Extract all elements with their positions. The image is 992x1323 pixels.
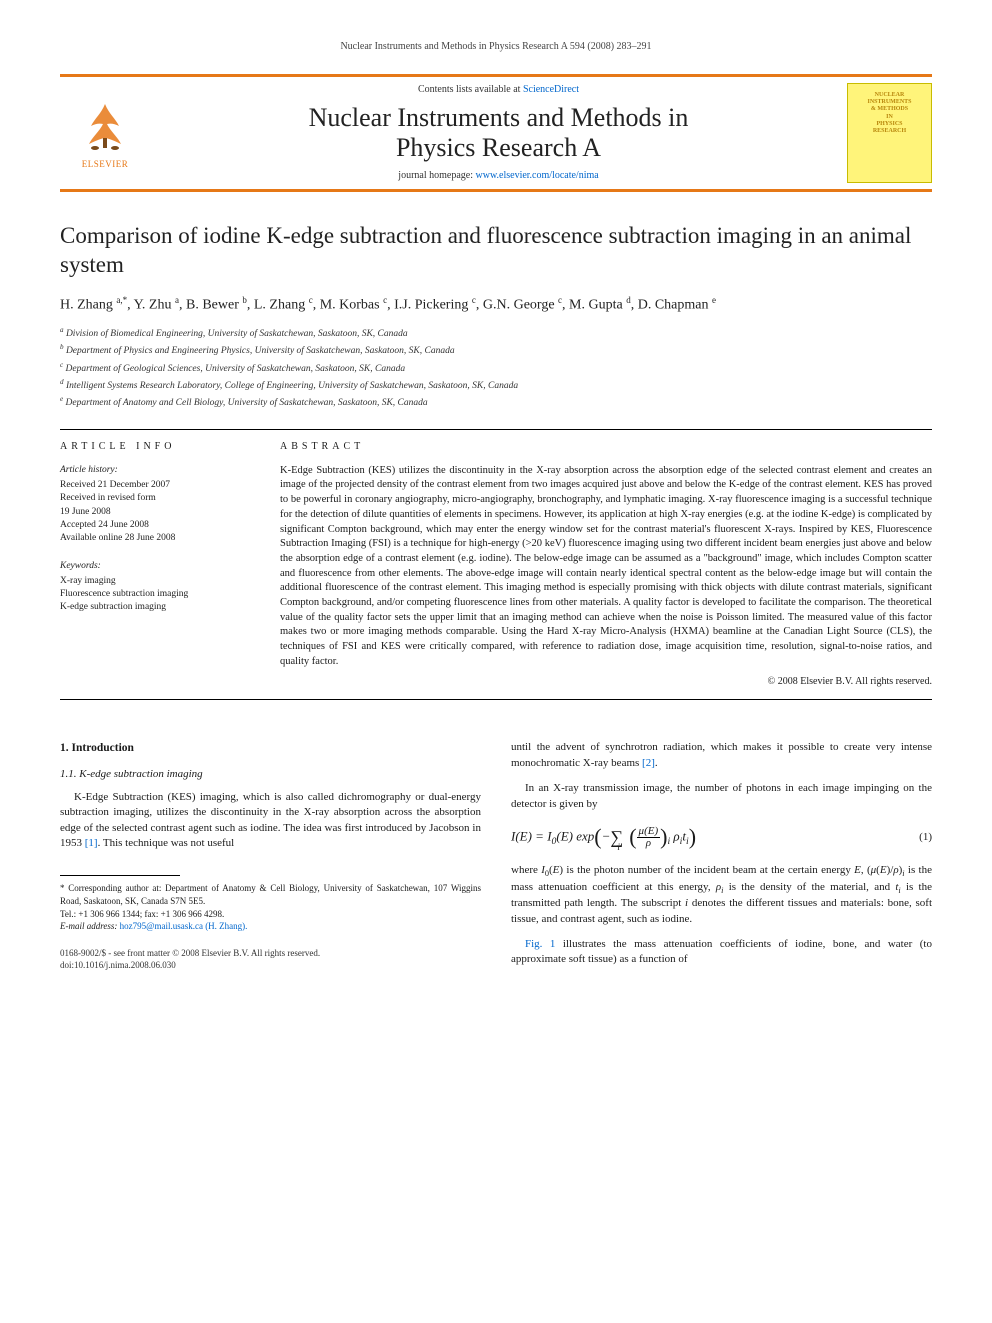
article-info-heading: ARTICLE INFO	[60, 440, 250, 454]
article-info: ARTICLE INFO Article history: Received 2…	[60, 440, 250, 690]
fig-1-link[interactable]: Fig. 1	[525, 938, 555, 950]
cover-line1: NUCLEAR	[875, 92, 905, 98]
doi-block: 0168-9002/$ - see front matter © 2008 El…	[60, 947, 481, 972]
homepage-prefix: journal homepage:	[398, 170, 475, 181]
left-column: 1. Introduction 1.1. K-edge subtraction …	[60, 740, 481, 977]
corr-tel: Tel.: +1 306 966 1344; fax: +1 306 966 4…	[60, 909, 224, 919]
journal-banner: ELSEVIER Contents lists available at Sci…	[60, 74, 932, 192]
journal-homepage: journal homepage: www.elsevier.com/locat…	[150, 169, 847, 183]
history-line-3: Accepted 24 June 2008	[60, 519, 250, 532]
authors: H. Zhang a,*, Y. Zhu a, B. Bewer b, L. Z…	[60, 294, 932, 315]
history-line-0: Received 21 December 2007	[60, 479, 250, 492]
article-title: Comparison of iodine K-edge subtraction …	[60, 222, 932, 280]
right-para-4b: illustrates the mass attenuation coeffic…	[511, 938, 932, 965]
equation-1: I(E) = I0(E) exp(−∑i (μ(E)ρ)i ρiti) (1)	[511, 822, 932, 853]
abstract-copyright: © 2008 Elsevier B.V. All rights reserved…	[280, 675, 932, 689]
right-column: until the advent of synchrotron radiatio…	[511, 740, 932, 977]
history-label: Article history:	[60, 464, 250, 477]
affiliation-2: c Department of Geological Sciences, Uni…	[60, 360, 932, 376]
cover-line5: PHYSICS	[876, 121, 902, 127]
body-columns: 1. Introduction 1.1. K-edge subtraction …	[60, 740, 932, 977]
homepage-link[interactable]: www.elsevier.com/locate/nima	[476, 170, 599, 181]
history-line-1: Received in revised form	[60, 492, 250, 505]
affiliation-0: a Division of Biomedical Engineering, Un…	[60, 325, 932, 341]
ref-1-link[interactable]: [1]	[85, 837, 98, 849]
email-label: E-mail address:	[60, 921, 120, 931]
abstract-text: K-Edge Subtraction (KES) utilizes the di…	[280, 464, 932, 670]
contents-line: Contents lists available at ScienceDirec…	[150, 83, 847, 97]
front-matter: 0168-9002/$ - see front matter © 2008 El…	[60, 948, 320, 958]
right-para-3: where I0(E) is the photon number of the …	[511, 863, 932, 927]
section-1-1-heading: 1.1. K-edge subtraction imaging	[60, 767, 481, 782]
elsevier-tree-icon	[75, 96, 135, 156]
publisher-label: ELSEVIER	[82, 158, 129, 171]
keyword-2: K-edge subtraction imaging	[60, 601, 250, 614]
equation-1-number: (1)	[919, 830, 932, 845]
journal-name-line1: Nuclear Instruments and Methods in	[309, 103, 689, 132]
left-para-1: K-Edge Subtraction (KES) imaging, which …	[60, 790, 481, 852]
ref-2-link[interactable]: [2]	[642, 757, 655, 769]
left-para-1b: . This technique was not useful	[98, 837, 235, 849]
email-link[interactable]: hoz795@mail.usask.ca (H. Zhang).	[120, 921, 248, 931]
cover-line3: & METHODS	[871, 106, 908, 112]
doi: doi:10.1016/j.nima.2008.06.030	[60, 960, 176, 970]
right-para-1: until the advent of synchrotron radiatio…	[511, 740, 932, 771]
affiliation-3: d Intelligent Systems Research Laborator…	[60, 377, 932, 393]
history-block: Article history: Received 21 December 20…	[60, 464, 250, 546]
footnote-separator	[60, 875, 180, 876]
right-para-1a: until the advent of synchrotron radiatio…	[511, 741, 932, 768]
keywords-block: Keywords: X-ray imagingFluorescence subt…	[60, 560, 250, 615]
cover-line4: IN	[886, 114, 893, 120]
info-abstract-row: ARTICLE INFO Article history: Received 2…	[60, 440, 932, 690]
running-header: Nuclear Instruments and Methods in Physi…	[60, 40, 932, 54]
right-para-1b: .	[655, 757, 658, 769]
history-line-2: 19 June 2008	[60, 506, 250, 519]
right-para-3b: is the photon number of the incident bea…	[563, 864, 854, 876]
sciencedirect-link[interactable]: ScienceDirect	[523, 84, 579, 95]
divider-bottom	[60, 699, 932, 700]
abstract: ABSTRACT K-Edge Subtraction (KES) utiliz…	[280, 440, 932, 690]
right-para-3a: where	[511, 864, 541, 876]
cover-text: NUCLEAR INSTRUMENTS & METHODS IN PHYSICS…	[867, 92, 911, 135]
abstract-heading: ABSTRACT	[280, 440, 932, 454]
divider-top	[60, 429, 932, 430]
banner-center: Contents lists available at ScienceDirec…	[150, 83, 847, 183]
contents-prefix: Contents lists available at	[418, 84, 523, 95]
history-line-4: Available online 28 June 2008	[60, 532, 250, 545]
email-footnote: E-mail address: hoz795@mail.usask.ca (H.…	[60, 920, 481, 933]
corresponding-footnote: * Corresponding author at: Department of…	[60, 882, 481, 920]
affiliation-4: e Department of Anatomy and Cell Biology…	[60, 394, 932, 410]
journal-name-line2: Physics Research A	[396, 133, 601, 162]
keyword-0: X-ray imaging	[60, 575, 250, 588]
cover-line6: RESEARCH	[873, 128, 906, 134]
affiliation-1: b Department of Physics and Engineering …	[60, 342, 932, 358]
keyword-1: Fluorescence subtraction imaging	[60, 588, 250, 601]
cover-line2: INSTRUMENTS	[867, 99, 911, 105]
right-para-3d: is the density of the material, and	[723, 881, 895, 893]
affiliations: a Division of Biomedical Engineering, Un…	[60, 325, 932, 411]
journal-name: Nuclear Instruments and Methods in Physi…	[150, 103, 847, 163]
equation-1-body: I(E) = I0(E) exp(−∑i (μ(E)ρ)i ρiti)	[511, 822, 919, 853]
keywords-label: Keywords:	[60, 560, 250, 573]
right-para-4: Fig. 1 illustrates the mass attenuation …	[511, 937, 932, 968]
journal-cover-thumb: NUCLEAR INSTRUMENTS & METHODS IN PHYSICS…	[847, 83, 932, 183]
right-para-2: In an X-ray transmission image, the numb…	[511, 781, 932, 812]
corr-text: Corresponding author at: Department of A…	[60, 883, 481, 906]
publisher-block: ELSEVIER	[60, 96, 150, 171]
section-1-heading: 1. Introduction	[60, 740, 481, 756]
